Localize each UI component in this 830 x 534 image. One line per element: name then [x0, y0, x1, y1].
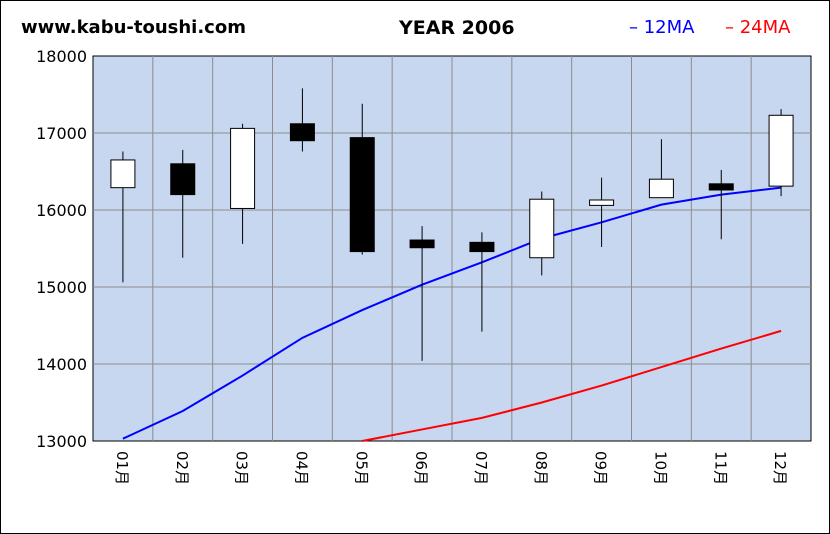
legend-24ma-label: 24MA	[739, 17, 791, 38]
x-tick-label: 04月	[292, 451, 310, 485]
y-tick-label: 17000	[36, 124, 87, 143]
candle-01月	[110, 151, 136, 283]
legend-12ma-swatch: –	[629, 17, 638, 38]
series-line-24ma	[362, 329, 782, 442]
x-tick-label: 03月	[233, 451, 251, 485]
y-tick-label: 15000	[36, 278, 87, 297]
x-tick-label: 12月	[771, 451, 789, 485]
y-tick-label: 13000	[36, 432, 87, 451]
candle-body-down	[349, 137, 375, 253]
legend-24ma-swatch: –	[725, 17, 734, 38]
candle-07月	[469, 232, 495, 332]
x-tick-label: 11月	[711, 451, 729, 485]
y-tick-label: 14000	[36, 355, 87, 374]
candle-12月	[768, 109, 794, 197]
x-tick-label: 02月	[173, 451, 191, 485]
candle-body-down	[469, 241, 495, 253]
candle-body-down	[170, 163, 196, 196]
site-url: www.kabu-toushi.com	[21, 17, 246, 38]
series-line-12ma	[122, 186, 782, 440]
candle-05月	[349, 103, 375, 255]
candle-10月	[648, 139, 674, 199]
candle-03月	[230, 123, 256, 244]
candle-08月	[529, 191, 555, 276]
y-tick-label: 16000	[36, 201, 87, 220]
candle-11月	[708, 169, 734, 240]
candle-body-up	[230, 127, 256, 209]
y-tick-label: 18000	[36, 47, 87, 66]
x-tick-label: 10月	[651, 451, 669, 485]
candle-body-up	[648, 178, 674, 199]
candle-body-up	[110, 159, 136, 189]
legend-24ma: – 24MA	[725, 17, 790, 38]
candle-body-up	[529, 198, 555, 259]
candle-body-down	[708, 183, 734, 191]
candle-02月	[170, 149, 196, 258]
candle-04月	[289, 88, 315, 152]
x-tick-label: 09月	[592, 451, 610, 485]
candle-06月	[409, 226, 435, 361]
candle-body-up	[768, 114, 794, 187]
x-tick-label: 06月	[412, 451, 430, 485]
candle-body-down	[409, 239, 435, 249]
x-tick-label: 08月	[532, 451, 550, 485]
x-tick-label: 05月	[352, 451, 370, 485]
x-tick-label: 07月	[472, 451, 490, 485]
chart-title: YEAR 2006	[399, 17, 515, 39]
legend-12ma-label: 12MA	[643, 17, 695, 38]
candle-body-up	[589, 199, 615, 206]
candle-09月	[589, 177, 615, 247]
x-tick-label: 01月	[113, 451, 131, 485]
candle-body-down	[289, 123, 315, 142]
legend-12ma: – 12MA	[629, 17, 694, 38]
